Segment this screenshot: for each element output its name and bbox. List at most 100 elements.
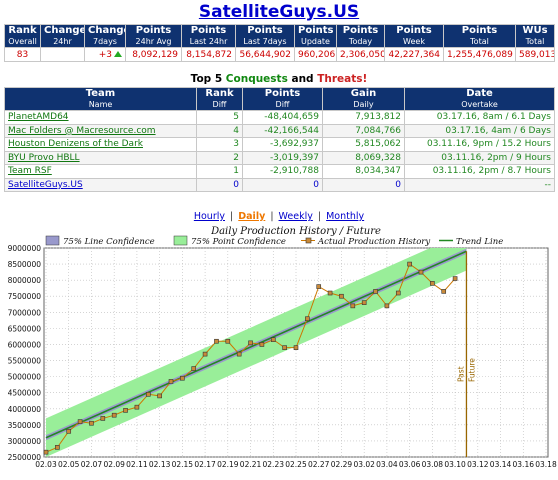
stats-header-main: Points <box>247 25 283 37</box>
conquests-row: Houston Denizens of the Dark 3 -3,692,937 5… <box>4 137 555 152</box>
actual-point <box>282 345 287 350</box>
conquests-header-cell: Gain Daily <box>322 87 405 111</box>
y-tick-label: 9000000 <box>8 244 42 253</box>
legend-swatch <box>173 235 188 246</box>
rank-cell: 4 <box>196 123 243 138</box>
points-cell: -48,404,659 <box>242 110 323 125</box>
up-arrow-icon <box>114 51 122 57</box>
actual-point <box>259 342 265 347</box>
gain-cell: 8,069,328 <box>322 150 405 165</box>
stats-header-cell: Points 24hr Avg <box>125 24 182 48</box>
x-tick-label: 03.12 <box>467 460 489 469</box>
stats-value-cell <box>40 47 85 62</box>
stats-header-sub: 24hr <box>53 37 72 46</box>
stats-header-main: Points <box>135 25 172 37</box>
conquests-header-main: Date <box>466 88 493 100</box>
date-cell: 03.11.16, 2pm / 9 Hours <box>404 150 555 165</box>
site-title[interactable]: SatelliteGuys.US <box>198 2 360 22</box>
x-tick-label: 02.07 <box>81 460 103 469</box>
x-tick-label: 02.15 <box>172 460 194 469</box>
team-link[interactable]: Houston Denizens of the Dark <box>8 139 143 150</box>
y-tick-label: 4500000 <box>8 389 42 398</box>
stats-value-cell: 2,306,050 <box>336 47 385 62</box>
actual-point <box>293 345 299 350</box>
x-tick-label: 03.10 <box>444 460 466 469</box>
nav-hourly-link[interactable]: Hourly <box>193 211 225 222</box>
nav-daily-link[interactable]: Daily <box>238 211 266 222</box>
team-link[interactable]: PlanetAMD64 <box>8 112 69 123</box>
conquests-header-main: Team <box>85 88 116 100</box>
actual-point <box>145 392 151 397</box>
team-link[interactable]: Mac Folders @ Macresource.com <box>8 125 156 136</box>
actual-point <box>441 289 447 294</box>
stats-header-cell: Rank Overall <box>4 24 41 48</box>
future-label: Future <box>467 358 476 382</box>
stats-header-sub: Total <box>525 37 545 46</box>
chart-title: Daily Production History / Future <box>210 226 381 237</box>
x-tick-label: 03.18 <box>535 460 557 469</box>
nav-weekly-link[interactable]: Weekly <box>278 211 313 222</box>
conquests-header-cell: Team Name <box>4 87 197 111</box>
conquests-header-cell: Rank Diff <box>196 87 243 111</box>
actual-point <box>43 449 49 455</box>
team-link[interactable]: SatelliteGuys.US <box>8 179 83 190</box>
x-tick-label: 03.16 <box>513 460 535 469</box>
conquests-header-main: Gain <box>350 88 377 100</box>
actual-point <box>123 408 128 413</box>
date-cell: 03.11.16, 9pm / 15.2 Hours <box>404 137 555 152</box>
x-tick-label: 03.02 <box>353 460 375 469</box>
period-nav: Hourly | Daily | Weekly | Monthly <box>0 211 558 222</box>
rank-cell: 2 <box>196 150 243 165</box>
stats-header-cell: Change 24hr <box>40 24 85 48</box>
rank-cell: 5 <box>196 110 243 125</box>
actual-point <box>89 420 94 426</box>
y-tick-label: 7000000 <box>8 308 42 317</box>
stats-value-cell: 8,092,129 <box>125 47 182 62</box>
conquests-header-cell: Date Overtake <box>404 87 555 111</box>
actual-point <box>180 375 185 381</box>
y-tick-label: 5500000 <box>8 357 42 366</box>
y-tick-label: 8500000 <box>8 260 42 269</box>
x-tick-label: 02.13 <box>149 460 171 469</box>
conquests-row: Mac Folders @ Macresource.com 4 -42,166,54… <box>4 123 555 138</box>
conquests-header-sub: Diff <box>275 100 290 109</box>
actual-point <box>134 404 140 410</box>
actual-point <box>305 316 310 322</box>
points-cell: 0 <box>242 177 323 192</box>
actual-point <box>77 419 83 424</box>
actual-point <box>373 289 378 294</box>
actual-point <box>316 284 322 289</box>
stats-header-sub: Update <box>301 37 330 46</box>
actual-point <box>191 366 197 371</box>
team-link[interactable]: BYU Provo HBLL <box>8 152 80 163</box>
stats-header-main: Points <box>190 25 227 37</box>
gain-cell: 0 <box>322 177 405 192</box>
nav-monthly-link[interactable]: Monthly <box>326 211 365 222</box>
points-cell: -42,166,544 <box>242 123 323 138</box>
y-tick-label: 2500000 <box>8 453 42 462</box>
x-tick-label: 03.06 <box>399 460 421 469</box>
conquests-header-row: Team Name Rank Diff Points Diff Gain Daily Date O… <box>4 87 555 111</box>
nav-separator: | <box>317 211 322 222</box>
team-link[interactable]: Team RSF <box>8 166 52 177</box>
stats-header-main: Points <box>298 25 334 37</box>
stats-header-cell: Points Week <box>384 24 444 48</box>
past-label: Past <box>456 366 465 382</box>
x-tick-label: 02.19 <box>217 460 239 469</box>
stats-header-main: Points <box>342 25 379 37</box>
team-cell: SatelliteGuys.US <box>4 177 197 192</box>
actual-point <box>100 416 106 421</box>
nav-separator: | <box>230 211 234 222</box>
conquests-header-main: Points <box>264 88 301 100</box>
x-tick-label: 02.21 <box>240 460 262 469</box>
conquests-row: SatelliteGuys.US 0 0 0 -- <box>4 177 555 192</box>
stats-header-cell: Points Total <box>443 24 516 48</box>
x-tick-label: 03.08 <box>422 460 444 469</box>
gain-cell: 8,034,347 <box>322 164 405 179</box>
stats-header-row: RankOverallChange24hrChange7daysPoints24… <box>4 24 555 48</box>
actual-point <box>361 300 367 305</box>
stats-value-row: 83 +3 8,092,129 8,154,872 56,644,902 960,206 2… <box>4 47 555 62</box>
x-tick-label: 02.09 <box>103 460 125 469</box>
stats-value-cell: 56,644,902 <box>235 47 295 62</box>
x-tick-label: 02.03 <box>35 460 57 469</box>
